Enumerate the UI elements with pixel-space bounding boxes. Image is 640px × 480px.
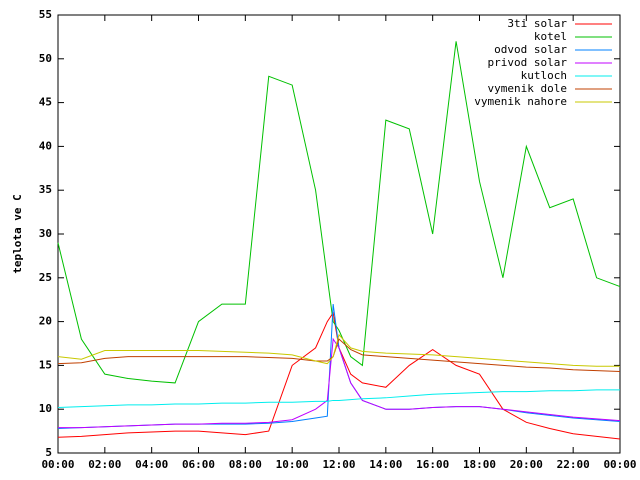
x-tick-label: 00:00 bbox=[41, 458, 74, 471]
x-tick-label: 06:00 bbox=[182, 458, 215, 471]
x-tick-label: 00:00 bbox=[603, 458, 636, 471]
y-tick-label: 5 bbox=[45, 446, 52, 459]
x-tick-label: 18:00 bbox=[463, 458, 496, 471]
x-tick-label: 20:00 bbox=[510, 458, 543, 471]
y-tick-label: 10 bbox=[39, 402, 52, 415]
legend-label: privod solar bbox=[488, 56, 568, 69]
x-tick-label: 10:00 bbox=[276, 458, 309, 471]
series-line bbox=[57, 389, 620, 408]
series-line bbox=[57, 338, 621, 373]
series-line bbox=[57, 304, 621, 429]
legend-label: kotel bbox=[534, 30, 567, 43]
y-tick-label: 35 bbox=[39, 183, 52, 196]
x-tick-label: 02:00 bbox=[88, 458, 121, 471]
x-tick-label: 16:00 bbox=[416, 458, 449, 471]
x-tick-label: 22:00 bbox=[557, 458, 590, 471]
x-tick-label: 04:00 bbox=[135, 458, 168, 471]
series-line bbox=[58, 337, 621, 429]
x-tick-label: 12:00 bbox=[322, 458, 355, 471]
legend-label: vymenik dole bbox=[488, 82, 567, 95]
x-tick-label: 08:00 bbox=[229, 458, 262, 471]
legend-label: kutloch bbox=[521, 69, 567, 82]
y-tick-label: 50 bbox=[39, 52, 52, 65]
y-axis-label: teplota ve C bbox=[11, 194, 24, 273]
series-line bbox=[57, 311, 621, 440]
y-tick-label: 30 bbox=[39, 227, 52, 240]
x-tick-label: 14:00 bbox=[369, 458, 402, 471]
series-line bbox=[57, 333, 620, 367]
legend-label: odvod solar bbox=[494, 43, 567, 56]
y-tick-label: 20 bbox=[39, 315, 52, 328]
y-tick-label: 25 bbox=[39, 271, 52, 284]
y-tick-label: 55 bbox=[39, 8, 52, 21]
legend-label: 3ti solar bbox=[507, 17, 567, 30]
y-tick-label: 40 bbox=[39, 139, 52, 152]
legend-label: vymenik nahore bbox=[474, 95, 567, 108]
y-tick-label: 45 bbox=[39, 96, 52, 109]
y-tick-label: 15 bbox=[39, 358, 52, 371]
